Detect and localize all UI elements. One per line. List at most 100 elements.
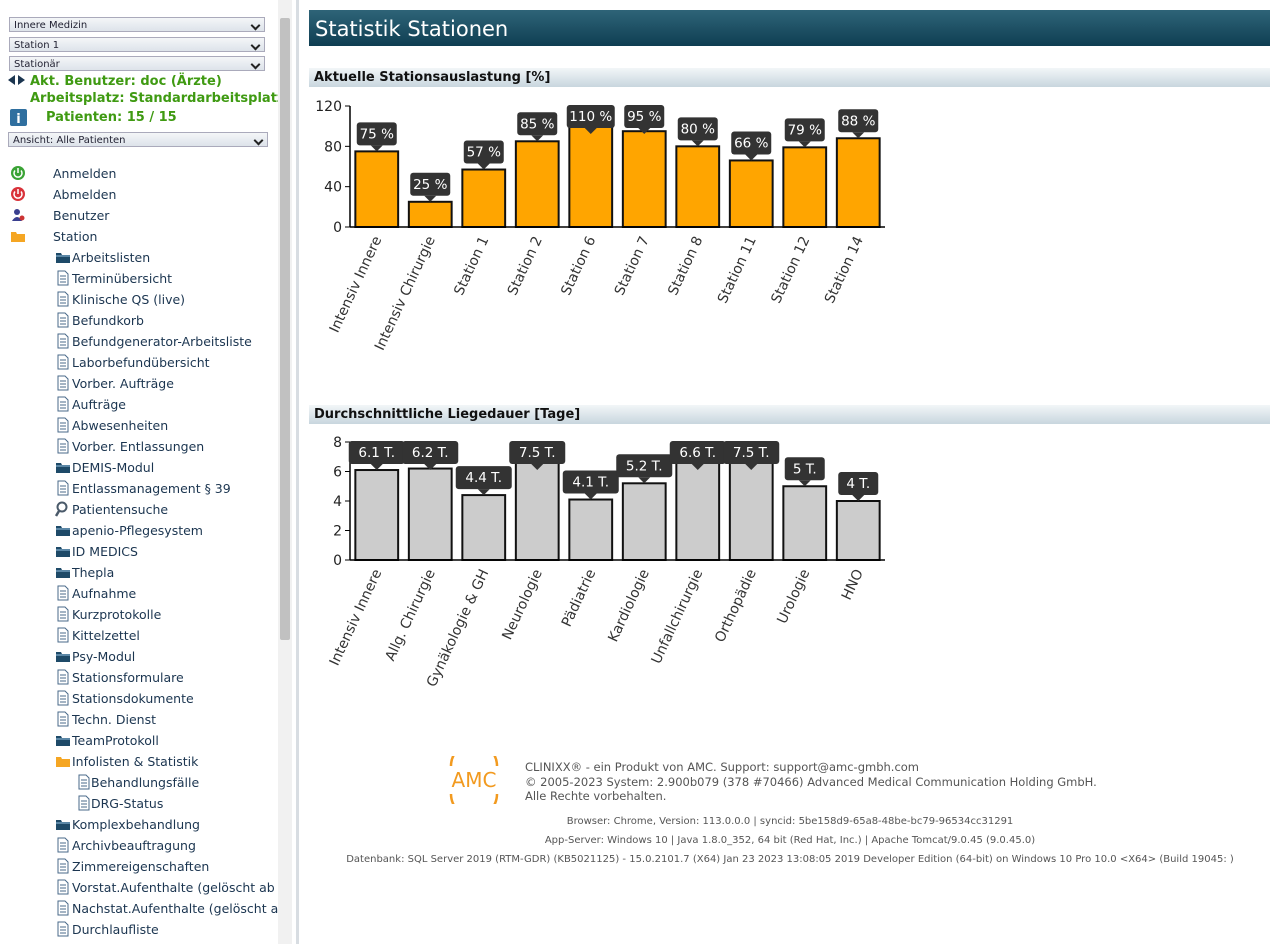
nav-item[interactable]: Thepla	[72, 565, 115, 580]
data-label: 25 %	[410, 172, 451, 202]
nav-icon	[56, 820, 70, 830]
info-icon[interactable]: i	[10, 109, 27, 126]
label-box	[616, 454, 673, 478]
nav-icon	[57, 858, 69, 874]
nav-item[interactable]: Behandlungsfälle	[91, 775, 200, 790]
bar	[621, 482, 667, 561]
bar	[354, 150, 400, 228]
label-box	[677, 117, 718, 141]
svg-text:i: i	[16, 112, 20, 126]
label-box	[624, 105, 665, 128]
nav-item[interactable]: Abmelden	[53, 187, 117, 202]
label-box	[463, 140, 504, 164]
data-label: 6.1 T.	[348, 441, 405, 471]
nav-item[interactable]: Arbeitslisten	[72, 250, 151, 265]
nav-item[interactable]: Techn. Dienst	[72, 712, 156, 727]
bar	[728, 159, 774, 228]
nav-item[interactable]: Vorber. Entlassungen	[72, 439, 205, 454]
patients: Patienten: 15 / 15	[46, 110, 177, 125]
nav-item[interactable]: Aufnahme	[72, 586, 137, 601]
nav-item[interactable]: DRG-Status	[91, 796, 164, 811]
nav-item[interactable]: Kurzprotokolle	[72, 607, 162, 622]
data-label: 6.2 T.	[402, 441, 459, 470]
value-label: 75 %	[360, 126, 394, 142]
value-label: 79 %	[788, 122, 822, 138]
nav-icon	[57, 480, 69, 496]
nav-icon	[57, 837, 69, 853]
data-label: 79 %	[784, 118, 825, 148]
nav-item[interactable]: Station	[53, 229, 98, 244]
label-box	[784, 118, 825, 142]
label-pointer	[584, 493, 597, 500]
value-label: 6.2 T.	[412, 445, 449, 461]
x-tick-label: Station 1	[451, 234, 492, 298]
label-pointer	[424, 195, 437, 202]
nav-icon	[56, 547, 70, 557]
x-tick-label: Unfallchirurgie	[649, 567, 707, 667]
select[interactable]: Station 1	[9, 37, 265, 52]
footer-line: Alle Rechte vorbehalten.	[525, 789, 667, 803]
select[interactable]: Innere Medizin	[9, 17, 265, 32]
nav-item[interactable]: Stationsdokumente	[72, 691, 194, 706]
nav-item[interactable]: ID MEDICS	[72, 544, 138, 559]
bar	[461, 168, 507, 228]
nav-item[interactable]: Befundkorb	[72, 313, 144, 328]
x-tick-label: Intensiv Innere	[327, 234, 386, 335]
nav-item[interactable]: Benutzer	[53, 208, 110, 223]
data-label: 80 %	[677, 117, 718, 147]
bar	[782, 485, 828, 561]
nav-item[interactable]: apenio-Pflegesystem	[72, 523, 203, 538]
bar	[407, 200, 453, 229]
footer-info: Browser: Chrome, Version: 113.0.0.0 | sy…	[300, 812, 1280, 869]
nav-item[interactable]: Stationsformulare	[72, 670, 184, 685]
nav-item[interactable]: Aufträge	[72, 397, 126, 412]
label-pointer	[798, 480, 811, 487]
nav-icon	[56, 757, 70, 767]
value-label: 88 %	[841, 113, 875, 129]
nav-icon	[57, 606, 69, 622]
bar	[407, 467, 453, 561]
label-box	[566, 105, 615, 128]
nav-icon	[57, 438, 69, 454]
label-pointer	[691, 140, 704, 147]
nav-item[interactable]: TeamProtokoll	[72, 733, 159, 748]
nav-item[interactable]: Klinische QS (live)	[72, 292, 186, 307]
scrollbar[interactable]	[278, 0, 292, 944]
nav-item[interactable]: Infolisten & Statistik	[72, 754, 199, 769]
nav-item[interactable]: Psy-Modul	[72, 649, 136, 664]
nav-item[interactable]: Laborbefundübersicht	[72, 355, 210, 370]
bar	[354, 469, 400, 561]
label-pointer	[798, 141, 811, 148]
select[interactable]: Stationär	[9, 56, 265, 71]
nav-item[interactable]: Durchlaufliste	[72, 922, 159, 937]
nav-item[interactable]: Archivbeauftragung	[72, 838, 196, 853]
nav-item[interactable]: Terminübersicht	[72, 271, 173, 286]
page-title: Statistik Stationen	[309, 10, 1270, 46]
value-label: 95 %	[627, 109, 661, 125]
nav-item[interactable]: Befundgenerator-Arbeitsliste	[72, 334, 252, 349]
footer-line: CLINIXX® - ein Produkt von AMC. Support:…	[525, 760, 919, 774]
nav-item[interactable]: Anmelden	[53, 166, 117, 181]
nav-item[interactable]: Entlassmanagement § 39	[72, 481, 231, 496]
bar	[568, 115, 614, 228]
nav-icon	[57, 879, 69, 895]
nav-item[interactable]: Zimmereigenschaften	[72, 859, 210, 874]
label-box	[723, 441, 780, 464]
nav-item[interactable]: DEMIS-Modul	[72, 460, 155, 475]
nav-item[interactable]: Nachstat.Aufenthalte (gelöscht ab	[72, 901, 287, 916]
nav-icon	[55, 501, 68, 517]
arrows-icon[interactable]	[8, 75, 26, 85]
nav-item[interactable]: Vorber. Aufträge	[72, 376, 174, 391]
data-label: 66 %	[731, 131, 772, 161]
nav-item[interactable]: Patientensuche	[72, 502, 169, 517]
nav-item[interactable]: Vorstat.Aufenthalte (gelöscht ab 2.	[72, 880, 291, 895]
nav-icon	[57, 690, 69, 706]
value-label: 5 T.	[793, 461, 817, 477]
nav-item[interactable]: Kittelzettel	[72, 628, 140, 643]
nav-item[interactable]: Komplexbehandlung	[72, 817, 200, 832]
nav-item[interactable]: Abwesenheiten	[72, 418, 169, 433]
label-pointer	[745, 464, 758, 470]
view-select[interactable]: Ansicht: Alle Patienten	[8, 132, 268, 147]
label-pointer	[477, 163, 490, 170]
